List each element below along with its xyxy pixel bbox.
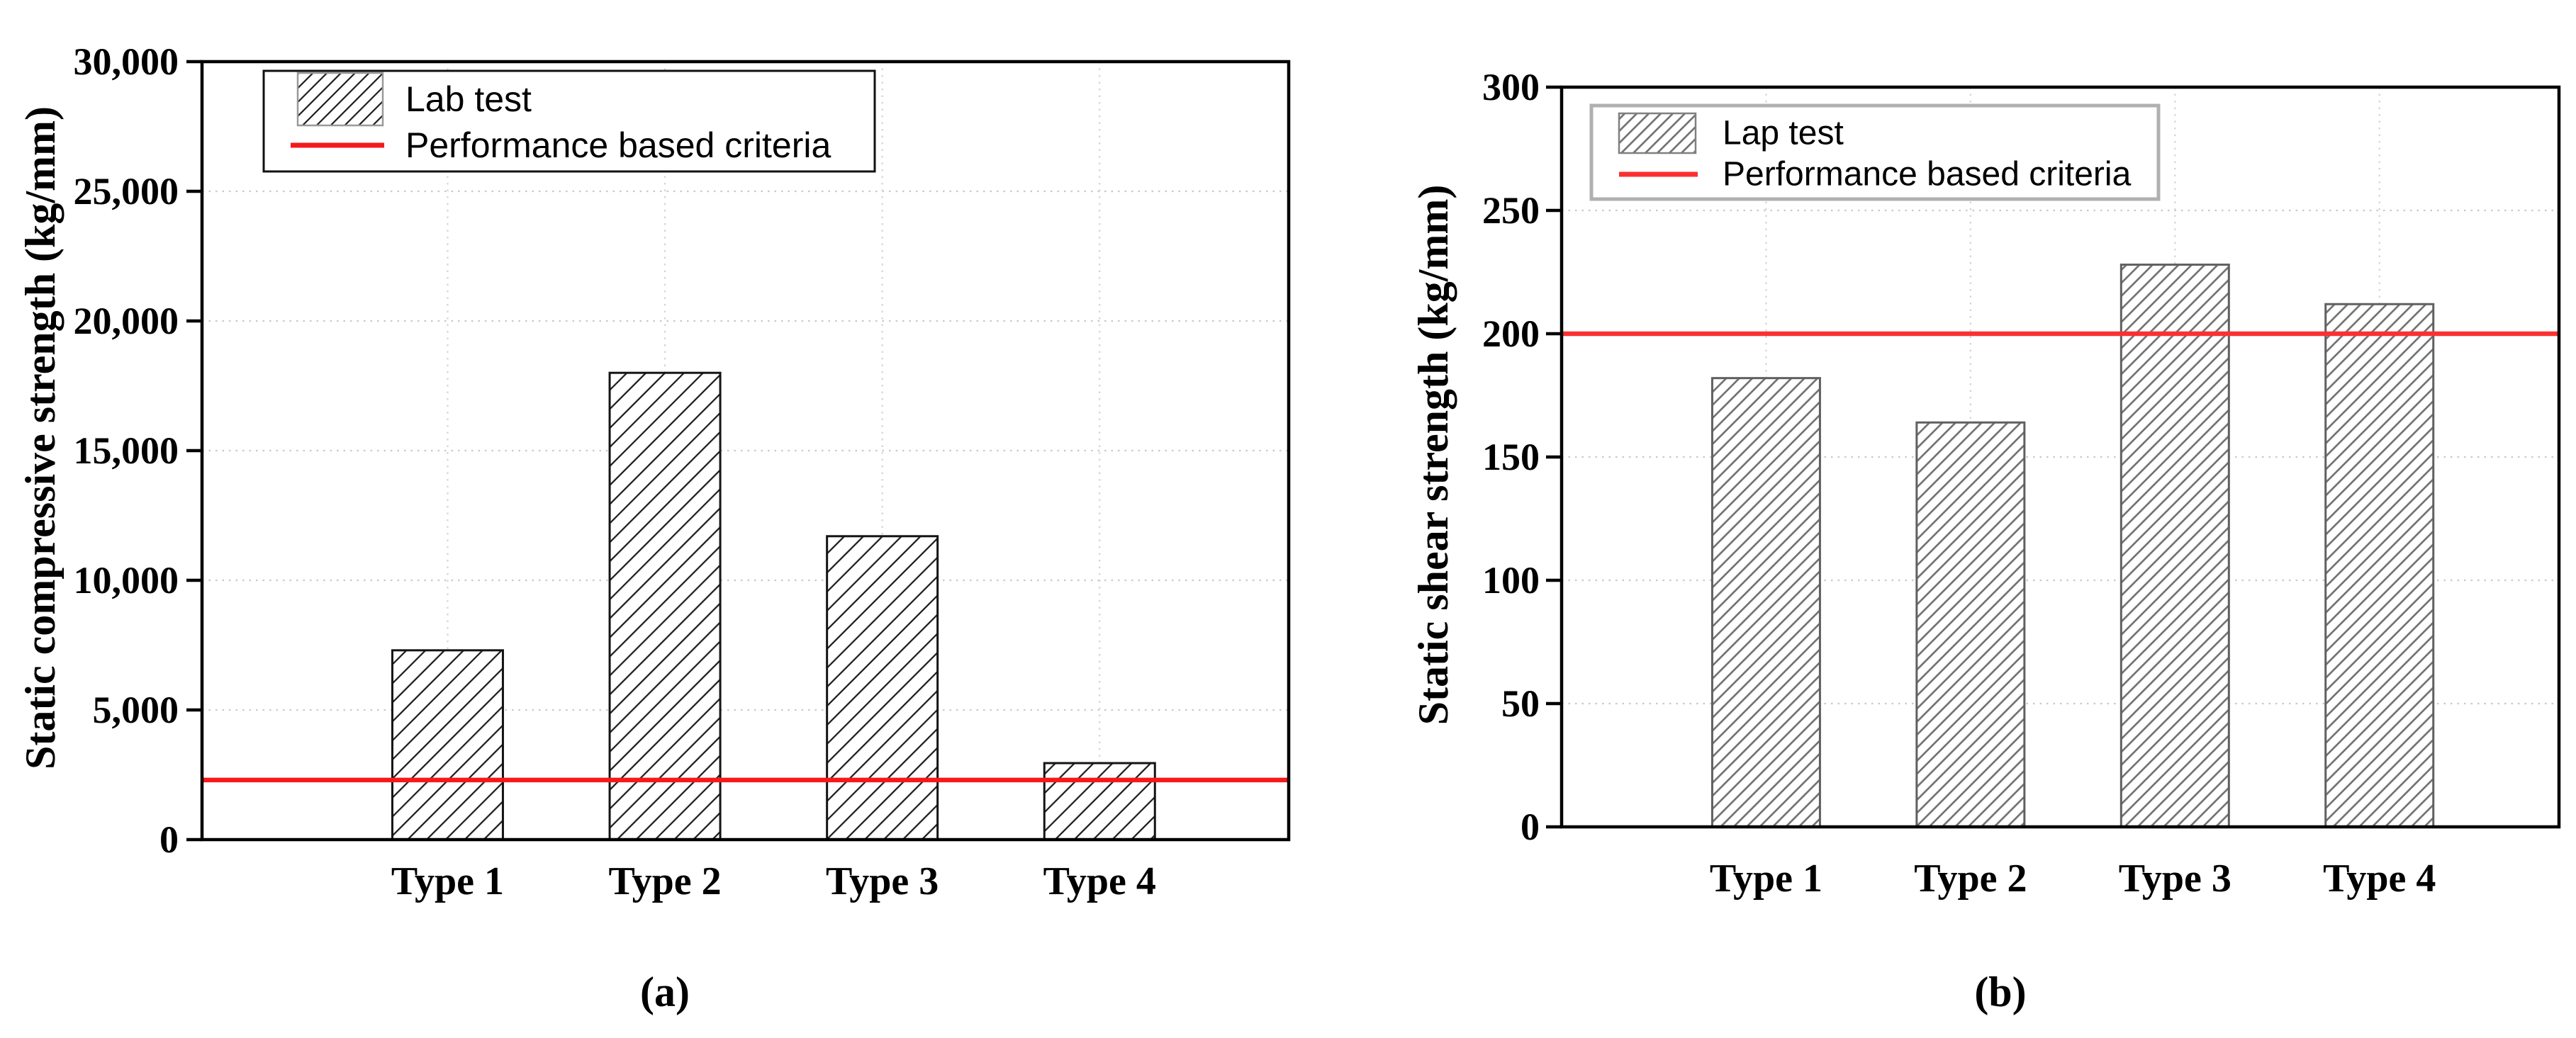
svg-text:20,000: 20,000 bbox=[74, 300, 179, 342]
caption-b: (b) bbox=[1974, 969, 2026, 1015]
svg-text:Type 4: Type 4 bbox=[1043, 859, 1156, 903]
y-axis-label-b: Static shear strength (kg/mm) bbox=[1410, 185, 1457, 726]
bar-a-type-3 bbox=[826, 535, 939, 841]
bars-a bbox=[391, 371, 1156, 841]
legend-label-criteria-a: Performance based criteria bbox=[405, 125, 831, 165]
svg-text:150: 150 bbox=[1482, 436, 1540, 478]
legend-label-series-b: Lap test bbox=[1723, 115, 1844, 152]
x-tick-labels-b: Type 1 Type 2 Type 3 Type 4 bbox=[1710, 857, 2436, 901]
svg-text:250: 250 bbox=[1482, 189, 1540, 232]
svg-text:300: 300 bbox=[1482, 66, 1540, 108]
legend-a: Lab test Performance based criteria bbox=[262, 69, 876, 173]
legend-hatch-swatch-b bbox=[1618, 112, 1697, 154]
bar-a-type-2 bbox=[608, 371, 722, 841]
svg-text:10,000: 10,000 bbox=[74, 559, 179, 602]
bar-a-type-1 bbox=[391, 649, 504, 841]
legend-b: Lap test Performance based criteria bbox=[1589, 103, 2161, 201]
y-axis-label-a: Static compressive strength (kg/mm) bbox=[17, 106, 64, 769]
svg-text:Type 1: Type 1 bbox=[1710, 857, 1822, 901]
svg-text:Type 3: Type 3 bbox=[826, 859, 939, 903]
bar-b-type-2 bbox=[1915, 421, 2026, 828]
x-tick-labels-a: Type 1 Type 2 Type 3 Type 4 bbox=[391, 859, 1156, 903]
svg-text:5,000: 5,000 bbox=[93, 689, 179, 731]
bar-b-type-1 bbox=[1710, 377, 1821, 828]
chart-a: 0 5,000 10,000 15,000 20,000 25,000 30,000 Type… bbox=[17, 40, 1291, 1015]
svg-text:25,000: 25,000 bbox=[74, 170, 179, 213]
legend-hatch-swatch-a bbox=[296, 72, 384, 127]
bar-a-type-4 bbox=[1043, 762, 1156, 841]
svg-text:Type 2: Type 2 bbox=[1914, 857, 2027, 901]
svg-text:30,000: 30,000 bbox=[74, 40, 179, 83]
svg-text:15,000: 15,000 bbox=[74, 429, 179, 472]
legend-label-criteria-b: Performance based criteria bbox=[1723, 156, 2132, 193]
svg-text:Type 1: Type 1 bbox=[391, 859, 504, 903]
svg-text:0: 0 bbox=[1521, 806, 1540, 848]
y-tick-labels-b: 0 50 100 150 200 250 300 bbox=[1482, 66, 1562, 848]
y-tick-labels-a: 0 5,000 10,000 15,000 20,000 25,000 30,000 bbox=[74, 40, 202, 861]
svg-text:Type 2: Type 2 bbox=[608, 859, 721, 903]
svg-text:100: 100 bbox=[1482, 559, 1540, 602]
svg-text:Type 3: Type 3 bbox=[2119, 857, 2231, 901]
bars-b bbox=[1710, 264, 2435, 828]
legend-label-series-a: Lab test bbox=[405, 79, 532, 119]
svg-text:50: 50 bbox=[1501, 682, 1540, 725]
svg-text:0: 0 bbox=[159, 818, 179, 861]
bar-b-type-4 bbox=[2324, 303, 2435, 828]
svg-text:Type 4: Type 4 bbox=[2323, 857, 2436, 901]
bar-b-type-3 bbox=[2119, 264, 2230, 828]
caption-a: (a) bbox=[640, 969, 690, 1015]
svg-text:200: 200 bbox=[1482, 312, 1540, 355]
grid-a bbox=[202, 62, 1289, 840]
